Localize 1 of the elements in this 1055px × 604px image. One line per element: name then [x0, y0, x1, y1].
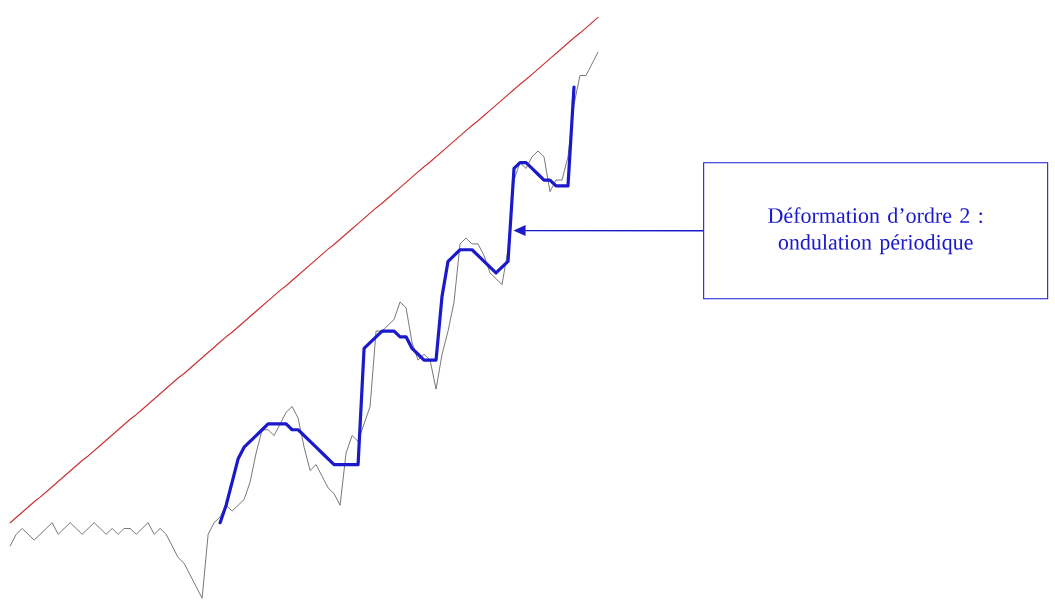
text: Déformation d’ordre 2 : ondulation périodique	[768, 207, 982, 255]
